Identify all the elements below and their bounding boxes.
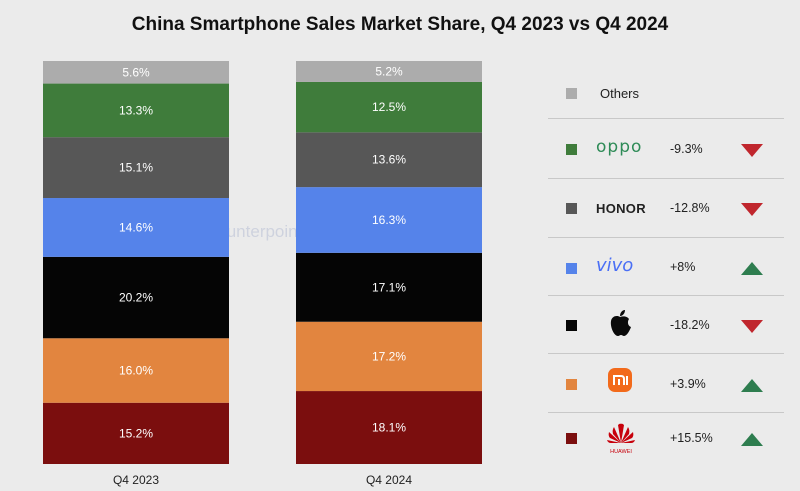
bar-segment-apple-2 [296,252,482,322]
bar-segment-others-1 [43,61,229,84]
up-arrow-icon [741,433,763,446]
bar-segment-honor-1 [43,137,229,199]
data-label: 15.1% [119,161,153,175]
legend-change: -18.2% [670,318,710,332]
bar-segment-vivo-1 [43,198,229,257]
down-arrow-icon [741,203,763,216]
oppo-logo: oppo [596,137,643,157]
down-arrow-icon [741,144,763,157]
vivo-logo: vivo [596,255,634,276]
legend-item-vivo: vivo +8% [548,237,784,295]
bar-segment-xiaomi-1 [43,338,229,403]
legend-change: +3.9% [670,377,706,391]
legend-swatch [566,88,577,99]
watermark: Counterpoint [205,222,303,241]
apple-logo-icon [610,310,631,336]
legend-swatch [566,203,577,214]
legend-swatch [566,379,577,390]
huawei-logo-icon: HUAWEI [607,423,635,455]
data-label: 16.0% [119,364,153,378]
bar-segment-honor-2 [296,132,482,188]
bar-segment-huawei-1 [43,402,229,464]
bar-segment-oppo-2 [296,81,482,133]
legend-change: -12.8% [670,201,710,215]
legend-swatch [566,144,577,155]
legend-item-huawei: HUAWEI +15.5% [548,412,784,470]
chart-title: China Smartphone Sales Market Share, Q4 … [131,14,669,35]
data-label: 5.6% [122,65,150,79]
legend-change: +8% [670,260,696,274]
legend-change: -9.3% [670,142,703,156]
legend-swatch [566,320,577,331]
data-label: 20.2% [119,291,153,305]
legend-swatch [566,263,577,274]
data-label: 5.2% [375,64,403,78]
xiaomi-logo-icon [608,368,632,392]
up-arrow-icon [741,262,763,275]
legend-item-oppo: oppo -9.3% [548,118,784,176]
data-label: 12.5% [372,100,406,114]
data-label: 18.1% [372,421,406,435]
bar-segment-huawei-2 [296,391,482,464]
legend-brand-label: Others [600,86,640,101]
data-label: 17.2% [372,349,406,363]
legend-item-honor: HONOR -12.8% [548,178,784,236]
legend-item-xiaomi: +3.9% [548,353,784,411]
data-label: 13.6% [372,153,406,167]
bar-segment-oppo-1 [43,83,229,138]
bar-segment-others-2 [296,61,482,82]
bar-segment-xiaomi-2 [296,321,482,392]
data-label: 16.3% [372,213,406,227]
legend-item-others: Others [548,60,784,118]
down-arrow-icon [741,320,763,333]
huawei-logo-text: HUAWEI [610,449,632,455]
honor-logo: HONOR [596,201,646,216]
x-tick-label: Q4 2023 [113,473,159,487]
data-label: 15.2% [119,426,153,440]
legend-swatch [566,433,577,444]
bar-segment-vivo-2 [296,187,482,253]
legend-change: +15.5% [670,431,713,445]
x-tick-label: Q4 2024 [366,473,412,487]
bar-segment-apple-1 [43,256,229,339]
legend-item-apple: -18.2% [548,295,784,353]
data-label: 13.3% [119,103,153,117]
data-label: 14.6% [119,220,153,234]
data-label: 17.1% [372,280,406,294]
up-arrow-icon [741,379,763,392]
